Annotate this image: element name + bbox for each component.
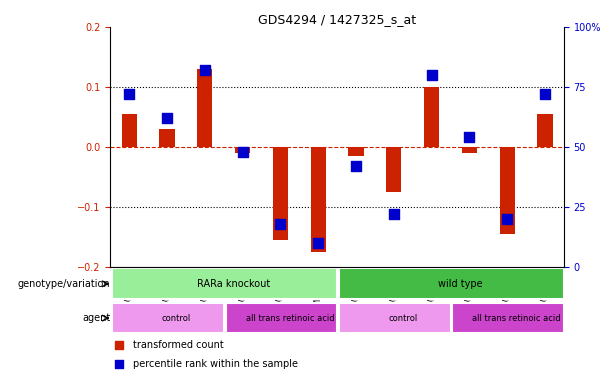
Text: all trans retinoic acid: all trans retinoic acid xyxy=(246,314,334,323)
Bar xyxy=(424,87,439,147)
FancyBboxPatch shape xyxy=(339,268,564,299)
Point xyxy=(124,91,134,97)
Text: control: control xyxy=(389,314,418,323)
FancyBboxPatch shape xyxy=(112,303,224,333)
Text: all trans retinoic acid: all trans retinoic acid xyxy=(473,314,561,323)
Point xyxy=(313,240,323,246)
Bar xyxy=(538,114,553,147)
Point xyxy=(200,67,210,73)
Point xyxy=(351,163,361,169)
Bar xyxy=(273,147,288,240)
Bar xyxy=(121,114,137,147)
Point xyxy=(415,73,425,79)
Text: transformed count: transformed count xyxy=(133,341,224,351)
Bar xyxy=(348,147,364,156)
Bar xyxy=(197,69,212,147)
Bar xyxy=(159,129,175,147)
Point xyxy=(162,115,172,121)
Point xyxy=(276,220,286,227)
Bar xyxy=(386,147,402,192)
Bar xyxy=(311,147,326,252)
Point xyxy=(502,216,512,222)
FancyBboxPatch shape xyxy=(452,303,564,333)
FancyBboxPatch shape xyxy=(112,268,337,299)
Text: percentile rank within the sample: percentile rank within the sample xyxy=(133,359,298,369)
Text: wild type: wild type xyxy=(438,279,482,289)
Bar xyxy=(235,147,250,153)
Text: genotype/variation: genotype/variation xyxy=(18,279,110,289)
Point xyxy=(465,134,474,140)
Bar xyxy=(500,147,515,234)
Point xyxy=(389,211,398,217)
Title: GDS4294 / 1427325_s_at: GDS4294 / 1427325_s_at xyxy=(258,13,416,26)
Text: agent: agent xyxy=(82,313,110,323)
Text: control: control xyxy=(162,314,191,323)
FancyBboxPatch shape xyxy=(339,303,451,333)
Point xyxy=(427,72,436,78)
Point xyxy=(540,91,550,97)
Point xyxy=(415,240,425,247)
Bar xyxy=(462,147,477,153)
Text: RARa knockout: RARa knockout xyxy=(197,279,270,289)
FancyBboxPatch shape xyxy=(226,303,337,333)
Point xyxy=(238,149,248,155)
